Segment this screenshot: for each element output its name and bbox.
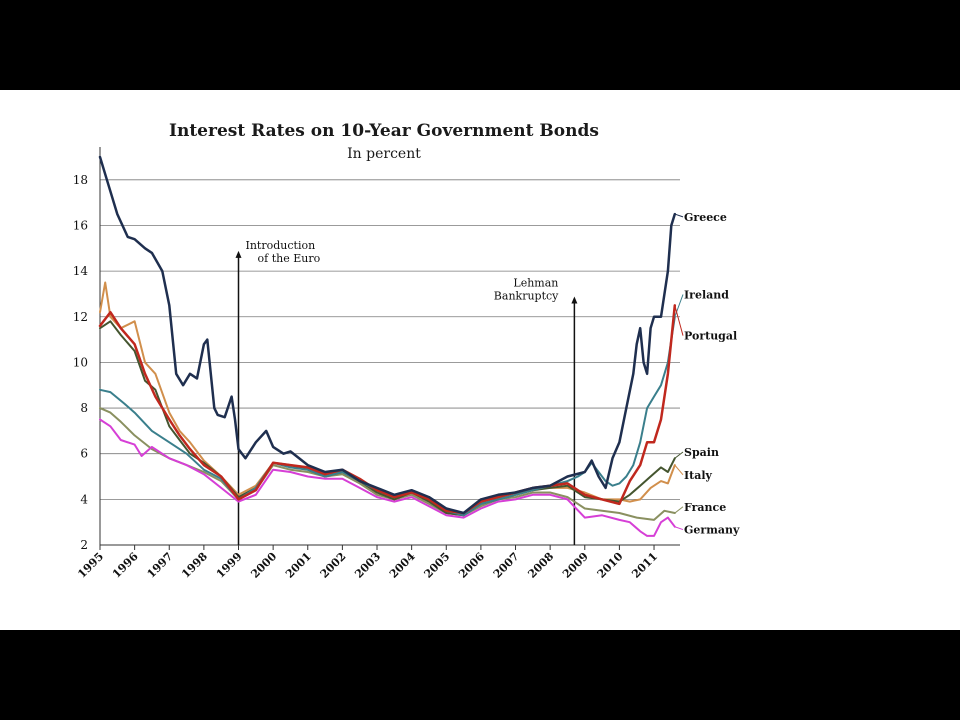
chart: Interest Rates on 10-Year Government Bon… — [73, 121, 740, 581]
annotation-text: Bankruptcy — [494, 290, 559, 303]
x-tick-label: 2002 — [318, 550, 349, 581]
y-tick-label: 6 — [80, 447, 88, 461]
y-tick-label: 8 — [80, 401, 88, 415]
x-tick-label: 2001 — [283, 550, 314, 581]
x-tick-label: 1996 — [110, 550, 141, 581]
series-line-portugal — [98, 304, 677, 515]
x-tick-label: 2003 — [352, 550, 383, 581]
x-tick-label: 2005 — [422, 550, 453, 581]
annotation-arrowhead — [571, 296, 578, 304]
series-line-ireland — [99, 315, 676, 517]
x-tick-label: 1999 — [214, 550, 245, 581]
x-tick-label: 2007 — [491, 550, 522, 581]
y-tick-label: 4 — [80, 492, 88, 506]
x-tick-label: 1997 — [145, 550, 176, 581]
y-tick-label: 2 — [80, 538, 88, 552]
series-label-france: France — [684, 501, 726, 514]
series-label-portugal: Portugal — [684, 330, 737, 343]
series-line-greece — [98, 155, 677, 515]
x-tick-label: 2009 — [560, 550, 591, 581]
chart-subtitle: In percent — [347, 146, 421, 162]
y-tick-label: 16 — [73, 218, 88, 232]
series-leader-spain — [674, 451, 684, 459]
y-tick-label: 14 — [73, 264, 89, 278]
x-tick-label: 2000 — [248, 550, 279, 581]
series-leader-greece — [674, 213, 684, 218]
y-tick-label: 12 — [73, 310, 88, 324]
x-tick-label: 2004 — [387, 550, 418, 581]
x-tick-label: 2010 — [595, 550, 626, 581]
x-tick-label: 2011 — [629, 550, 660, 581]
series-label-germany: Germany — [684, 524, 740, 537]
series-label-greece: Greece — [684, 211, 727, 224]
y-axis: 2 4 6 8 10 12 14 16 18 — [73, 147, 680, 552]
series-line-spain — [99, 320, 676, 517]
series-label-ireland: Ireland — [684, 289, 729, 302]
x-tick-label: 2006 — [456, 550, 487, 581]
slide: Interest Rates on 10-Year Government Bon… — [0, 90, 960, 630]
series-labels: Greece Ireland Portugal Spain Italy France Ger… — [674, 211, 740, 537]
gridlines — [100, 179, 680, 500]
x-tick-label: 1995 — [75, 550, 106, 581]
chart-title: Interest Rates on 10-Year Government Bon… — [169, 121, 599, 141]
x-axis: 1995 1996 1997 1998 1999 2000 2001 2002 2003 2004… — [75, 545, 660, 581]
x-tick-label: 2008 — [525, 550, 556, 581]
series-label-spain: Spain — [684, 446, 719, 459]
annotation-text: Introduction — [246, 239, 316, 252]
annotation-text: Lehman — [513, 277, 558, 290]
y-tick-label: 10 — [73, 355, 88, 369]
series-leader-italy — [674, 464, 684, 476]
annotation-text: of the Euro — [258, 252, 321, 265]
series-line-germany — [99, 418, 676, 537]
series-leader-france — [674, 506, 684, 514]
x-tick-label: 1998 — [179, 550, 210, 581]
series-lines — [98, 155, 677, 537]
series-leader-portugal — [674, 305, 684, 336]
series-label-italy: Italy — [684, 469, 713, 482]
y-tick-label: 18 — [73, 173, 88, 187]
series-leader-germany — [674, 526, 684, 531]
series-leader-ireland — [674, 294, 684, 317]
annotation-arrowhead — [235, 250, 242, 258]
